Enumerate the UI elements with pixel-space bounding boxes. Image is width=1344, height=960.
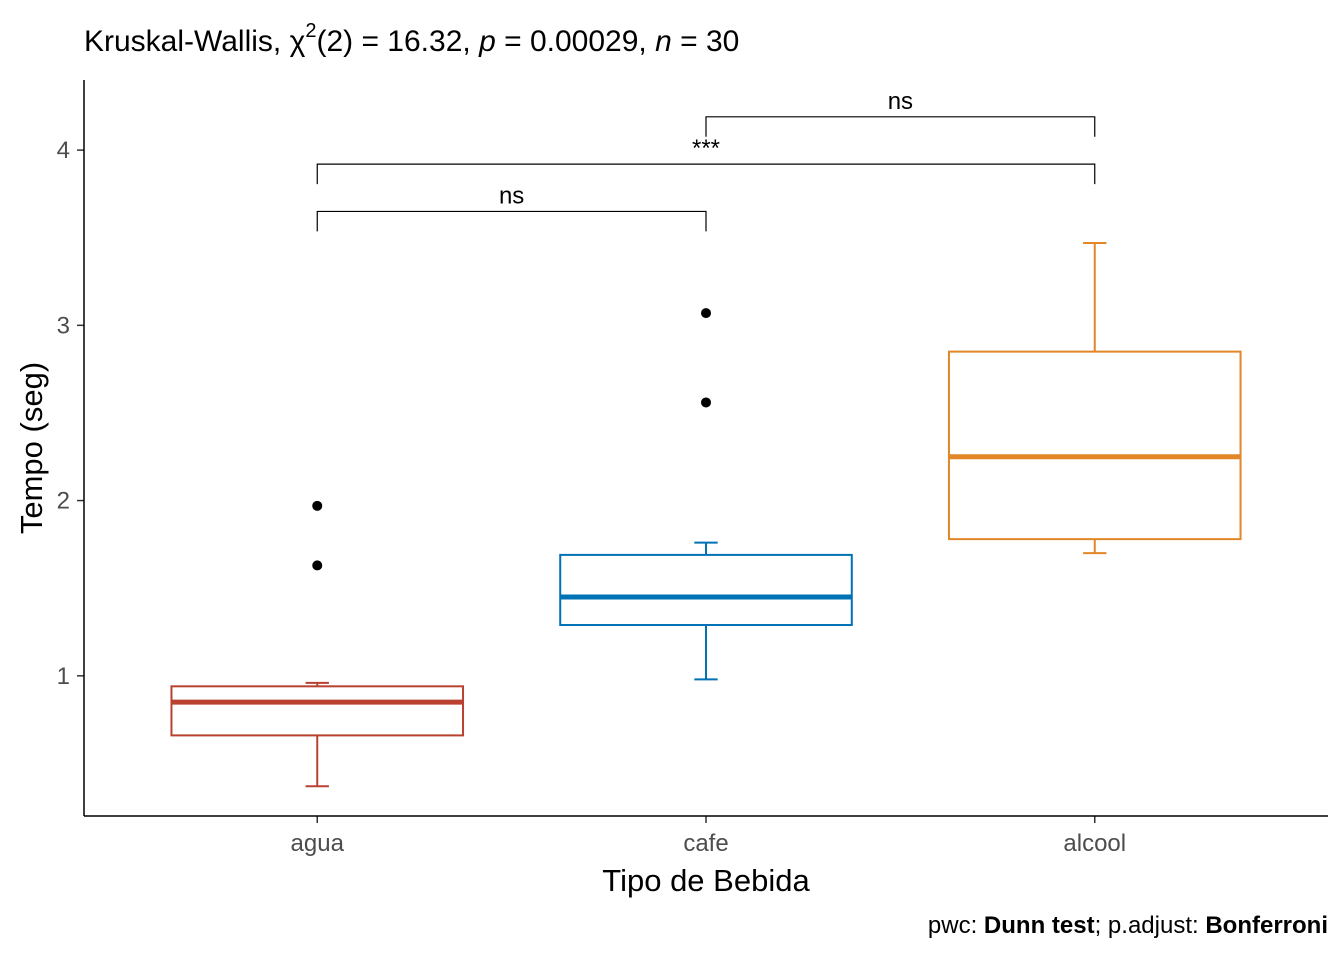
- title-n-symbol: n: [655, 25, 672, 58]
- outlier-point: [312, 500, 323, 511]
- box-iqr: [947, 350, 1242, 541]
- box-series: [170, 241, 1242, 788]
- box-alcool: [947, 241, 1242, 555]
- outlier-point: [701, 308, 711, 319]
- bracket-agua-alcool: ***: [316, 135, 1096, 185]
- caption: pwc: Dunn test; p.adjust: Bonferroni: [928, 912, 1328, 939]
- box-iqr: [559, 553, 853, 626]
- x-tick-label: cafe: [683, 830, 728, 857]
- title-chi-symbol: χ: [290, 25, 306, 58]
- title-stat: (2) = 16.32,: [316, 25, 479, 58]
- outlier-point: [312, 560, 323, 571]
- title-chi-superscript: 2: [305, 20, 316, 42]
- outlier-point: [701, 397, 711, 408]
- x-axis-ticks: agua cafe alcool: [291, 816, 1126, 857]
- x-axis-title: Tipo de Bebida: [602, 863, 810, 898]
- box-cafe: [559, 308, 853, 681]
- title-p-value: = 0.00029,: [496, 25, 655, 58]
- caption-middle: ; p.adjust:: [1095, 912, 1206, 939]
- box-agua: [170, 500, 465, 788]
- caption-prefix: pwc:: [928, 912, 984, 939]
- y-axis-ticks: 1 2 3 4: [57, 137, 84, 690]
- y-axis-title: Tempo (seg): [14, 362, 49, 534]
- chart-title: Kruskal-Wallis, χ2(2) = 16.32, p = 0.000…: [84, 20, 739, 58]
- y-tick-label: 3: [57, 312, 70, 339]
- title-p-symbol: p: [478, 25, 496, 58]
- bracket-agua-cafe: ns: [316, 182, 707, 232]
- y-tick-label: 1: [57, 663, 70, 690]
- title-test: Kruskal-Wallis,: [84, 25, 290, 58]
- bracket-line: [316, 163, 1096, 185]
- bracket-cafe-alcool: ns: [705, 88, 1096, 137]
- box-iqr: [170, 685, 465, 737]
- y-tick-label: 4: [57, 137, 70, 164]
- title-n-value: = 30: [672, 25, 740, 58]
- y-tick-label: 2: [57, 488, 70, 515]
- caption-method: Bonferroni: [1205, 912, 1328, 939]
- bracket-line: [705, 116, 1096, 137]
- bracket-label: ns: [888, 88, 913, 115]
- caption-test: Dunn test: [984, 912, 1095, 939]
- comparison-brackets: ns *** ns: [316, 88, 1096, 232]
- bracket-label: ns: [499, 182, 524, 209]
- bracket-line: [316, 210, 707, 232]
- x-tick-label: agua: [291, 830, 345, 857]
- bracket-label: ***: [692, 135, 720, 162]
- x-tick-label: alcool: [1063, 830, 1126, 857]
